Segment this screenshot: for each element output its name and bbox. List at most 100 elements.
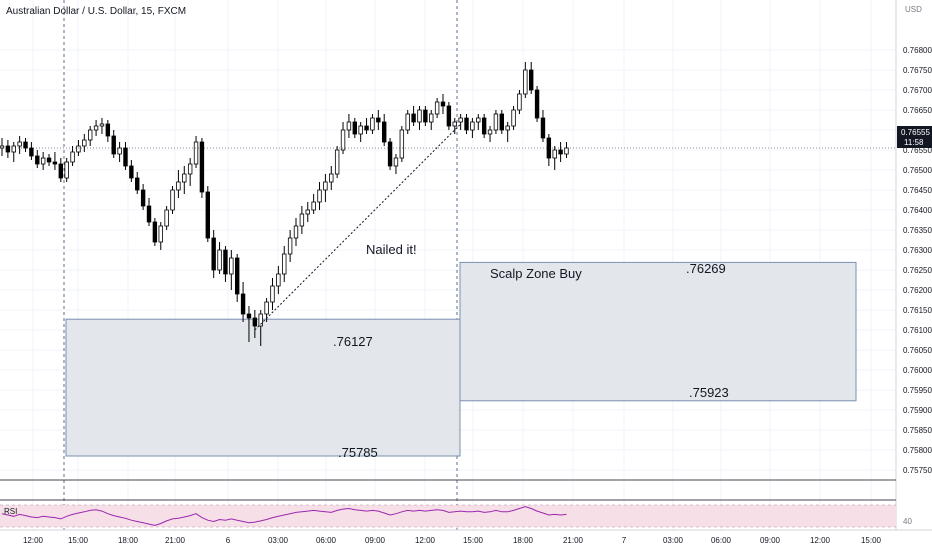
scalp-zone-box[interactable] bbox=[65, 318, 461, 457]
candle-body bbox=[487, 129, 493, 135]
time-tick-label: 15:00 bbox=[463, 536, 484, 545]
candle-body bbox=[440, 101, 446, 107]
zone-title-text: Scalp Zone Buy bbox=[490, 266, 582, 281]
candle-body bbox=[564, 147, 569, 155]
dotted-trendline[interactable] bbox=[254, 123, 461, 331]
candle-body bbox=[99, 123, 105, 127]
candle-body bbox=[352, 121, 357, 135]
candle-body bbox=[446, 105, 452, 127]
time-tick-label: 03:00 bbox=[663, 536, 684, 545]
candle-body bbox=[393, 157, 399, 167]
price-tick-label: 0.76050 bbox=[903, 346, 932, 355]
candle-body bbox=[270, 285, 275, 303]
time-tick-label: 09:00 bbox=[365, 536, 386, 545]
price-axis-ticks[interactable]: 0.768000.767500.767000.766500.766000.765… bbox=[903, 46, 932, 475]
candle-body bbox=[470, 121, 475, 131]
time-tick-label: 06:00 bbox=[316, 536, 337, 545]
candle-body bbox=[429, 113, 434, 123]
candle-body bbox=[217, 249, 222, 271]
candle-body bbox=[129, 165, 134, 179]
candle-body bbox=[17, 141, 22, 147]
rsi-line bbox=[1, 506, 567, 526]
candle-body bbox=[282, 253, 287, 275]
time-axis-ticks[interactable]: 12:00 15:00 18:00 21:00 6 03:00 06:00 09:00 12:0… bbox=[23, 536, 882, 545]
candle-body bbox=[287, 237, 293, 255]
time-tick-label: 15:00 bbox=[68, 536, 89, 545]
price-tick-label: 0.76300 bbox=[903, 246, 932, 255]
price-tick-label: 0.75850 bbox=[903, 426, 932, 435]
candle-body bbox=[246, 313, 252, 319]
candle-body bbox=[476, 117, 481, 123]
candle-body bbox=[152, 221, 158, 243]
time-tick-label: 18:00 bbox=[513, 536, 534, 545]
time-tick-label: 12:00 bbox=[23, 536, 44, 545]
price-tick-label: 0.76000 bbox=[903, 366, 932, 375]
scalp-zone-box[interactable] bbox=[459, 261, 857, 402]
currency-label: USD bbox=[905, 5, 922, 14]
candle-body bbox=[329, 173, 334, 183]
candle-body bbox=[423, 109, 428, 123]
candle-body bbox=[182, 173, 187, 183]
candle-body bbox=[293, 225, 299, 239]
session-separators bbox=[63, 0, 458, 530]
candle-body bbox=[5, 145, 11, 153]
trendline-segment bbox=[254, 123, 461, 331]
zone2-top-label: .76269 bbox=[686, 261, 726, 276]
candle-body bbox=[405, 113, 410, 131]
candle-body bbox=[534, 89, 540, 119]
candle-body bbox=[64, 161, 69, 179]
candle-body bbox=[252, 317, 258, 327]
scalp-zones[interactable] bbox=[65, 261, 857, 457]
candle-body bbox=[111, 135, 116, 155]
candle-body bbox=[481, 117, 487, 135]
price-tick-label: 0.76500 bbox=[903, 166, 932, 175]
time-tick-label: 21:00 bbox=[563, 536, 584, 545]
candle-body bbox=[29, 147, 34, 157]
price-tick-label: 0.76800 bbox=[903, 46, 932, 55]
candle-body bbox=[11, 145, 16, 153]
candle-body bbox=[46, 157, 52, 163]
candle-body bbox=[376, 117, 381, 123]
candle-body bbox=[511, 109, 516, 127]
candle-body bbox=[123, 147, 128, 167]
candle-body bbox=[317, 189, 322, 203]
candle-body bbox=[558, 149, 563, 155]
candle-body bbox=[517, 93, 522, 111]
candle-body bbox=[146, 205, 152, 223]
candle-body bbox=[276, 273, 281, 287]
price-tick-label: 0.76150 bbox=[903, 306, 932, 315]
candle-body bbox=[52, 161, 58, 165]
candle-body bbox=[387, 141, 393, 167]
candle-body bbox=[193, 141, 199, 165]
candle-body bbox=[458, 117, 463, 123]
candle-body bbox=[523, 69, 528, 95]
candle-body bbox=[464, 117, 469, 131]
candle-body bbox=[199, 141, 205, 193]
time-tick-label: 18:00 bbox=[118, 536, 139, 545]
candle-body bbox=[552, 149, 557, 159]
candle-body bbox=[229, 257, 234, 275]
countdown-text: 11:58 bbox=[904, 138, 924, 147]
candle-body bbox=[346, 121, 352, 131]
callout-text: Nailed it! bbox=[366, 242, 417, 257]
time-tick-label: 7 bbox=[622, 536, 627, 545]
candle-body bbox=[0, 145, 5, 149]
candle-body bbox=[205, 191, 210, 239]
price-tick-label: 0.76650 bbox=[903, 106, 932, 115]
candle-body bbox=[417, 109, 422, 123]
candle-body bbox=[452, 121, 457, 127]
candle-body bbox=[505, 125, 510, 131]
candle-body bbox=[411, 113, 416, 123]
candle-body bbox=[135, 177, 140, 191]
price-tick-label: 0.76400 bbox=[903, 206, 932, 215]
last-price-badge: 0.76555 11:58 bbox=[897, 126, 932, 148]
candle-body bbox=[234, 257, 240, 295]
candle-body bbox=[334, 149, 340, 175]
zone2-bottom-label: .75923 bbox=[689, 385, 729, 400]
chart-title: Australian Dollar / U.S. Dollar, 15, FXC… bbox=[6, 6, 186, 17]
candle-body bbox=[299, 213, 305, 227]
price-tick-label: 0.76550 bbox=[903, 146, 932, 155]
time-tick-label: 21:00 bbox=[165, 536, 186, 545]
candle-body bbox=[358, 125, 363, 135]
